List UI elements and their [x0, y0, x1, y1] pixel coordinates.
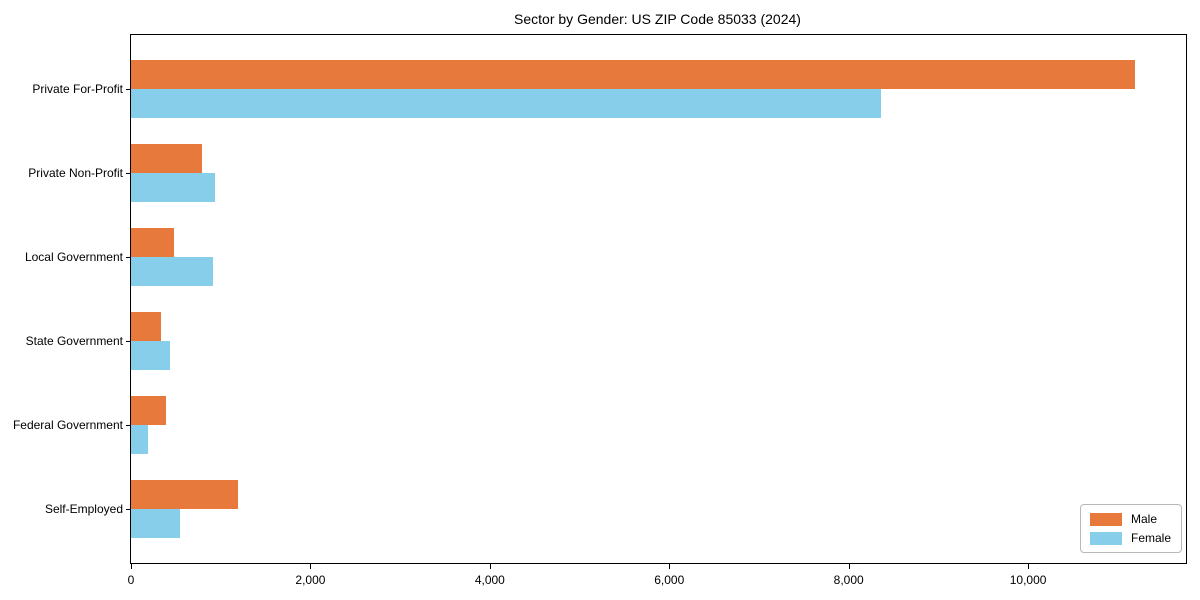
x-tick-label: 10,000: [1009, 573, 1047, 587]
bar-male-6: [131, 480, 238, 509]
y-tick-label: State Government: [25, 334, 123, 348]
y-tick-mark: [126, 509, 131, 510]
y-tick-mark: [126, 257, 131, 258]
bar-male-4: [131, 312, 161, 341]
y-tick-mark: [126, 341, 131, 342]
bar-female-6: [131, 509, 181, 538]
male-legend-swatch: [1089, 512, 1122, 526]
legend-item-male: Male: [1089, 512, 1171, 526]
x-tick-label: 8,000: [833, 573, 864, 587]
x-tick-label: 6,000: [654, 573, 685, 587]
bar-male-5: [131, 396, 166, 425]
legend: Male Female: [1079, 504, 1182, 553]
x-tick-mark: [848, 564, 850, 569]
x-tick-label: 0: [127, 573, 135, 587]
plot-area: Private For-Profit Private Non-Profit Loca…: [13, 34, 1187, 587]
y-tick-label: Private For-Profit: [32, 82, 123, 96]
y-tick-label: Federal Government: [12, 418, 123, 432]
bar-female-5: [131, 425, 149, 454]
y-tick-mark: [126, 425, 131, 426]
bar-female-3: [131, 257, 213, 286]
x-tick-mark: [489, 564, 491, 569]
x-tick-mark: [310, 564, 312, 569]
x-tick-mark: [131, 564, 132, 569]
x-tick-mark: [1028, 564, 1030, 569]
male-legend-label: Male: [1130, 512, 1157, 526]
bar-male-3: [131, 228, 175, 257]
female-legend-label: Female: [1130, 531, 1171, 545]
female-legend-swatch: [1089, 531, 1122, 545]
y-tick-label: Local Government: [24, 250, 123, 264]
chart-title: Sector by Gender: US ZIP Code 85033 (202…: [514, 11, 801, 27]
x-tick-label: 4,000: [474, 573, 505, 587]
bar-female-1: [131, 89, 881, 118]
y-tick-mark: [126, 89, 131, 90]
legend-item-female: Female: [1089, 531, 1171, 545]
bar-male-2: [131, 144, 202, 173]
y-tick-mark: [126, 173, 131, 174]
bar-female-2: [131, 173, 216, 202]
x-tick-mark: [669, 564, 671, 569]
bar-male-1: [131, 60, 1135, 89]
y-tick-label: Private Non-Profit: [28, 166, 123, 180]
y-tick-label: Self-Employed: [44, 502, 123, 516]
x-tick-label: 2,000: [295, 573, 326, 587]
bar-female-4: [131, 341, 170, 370]
